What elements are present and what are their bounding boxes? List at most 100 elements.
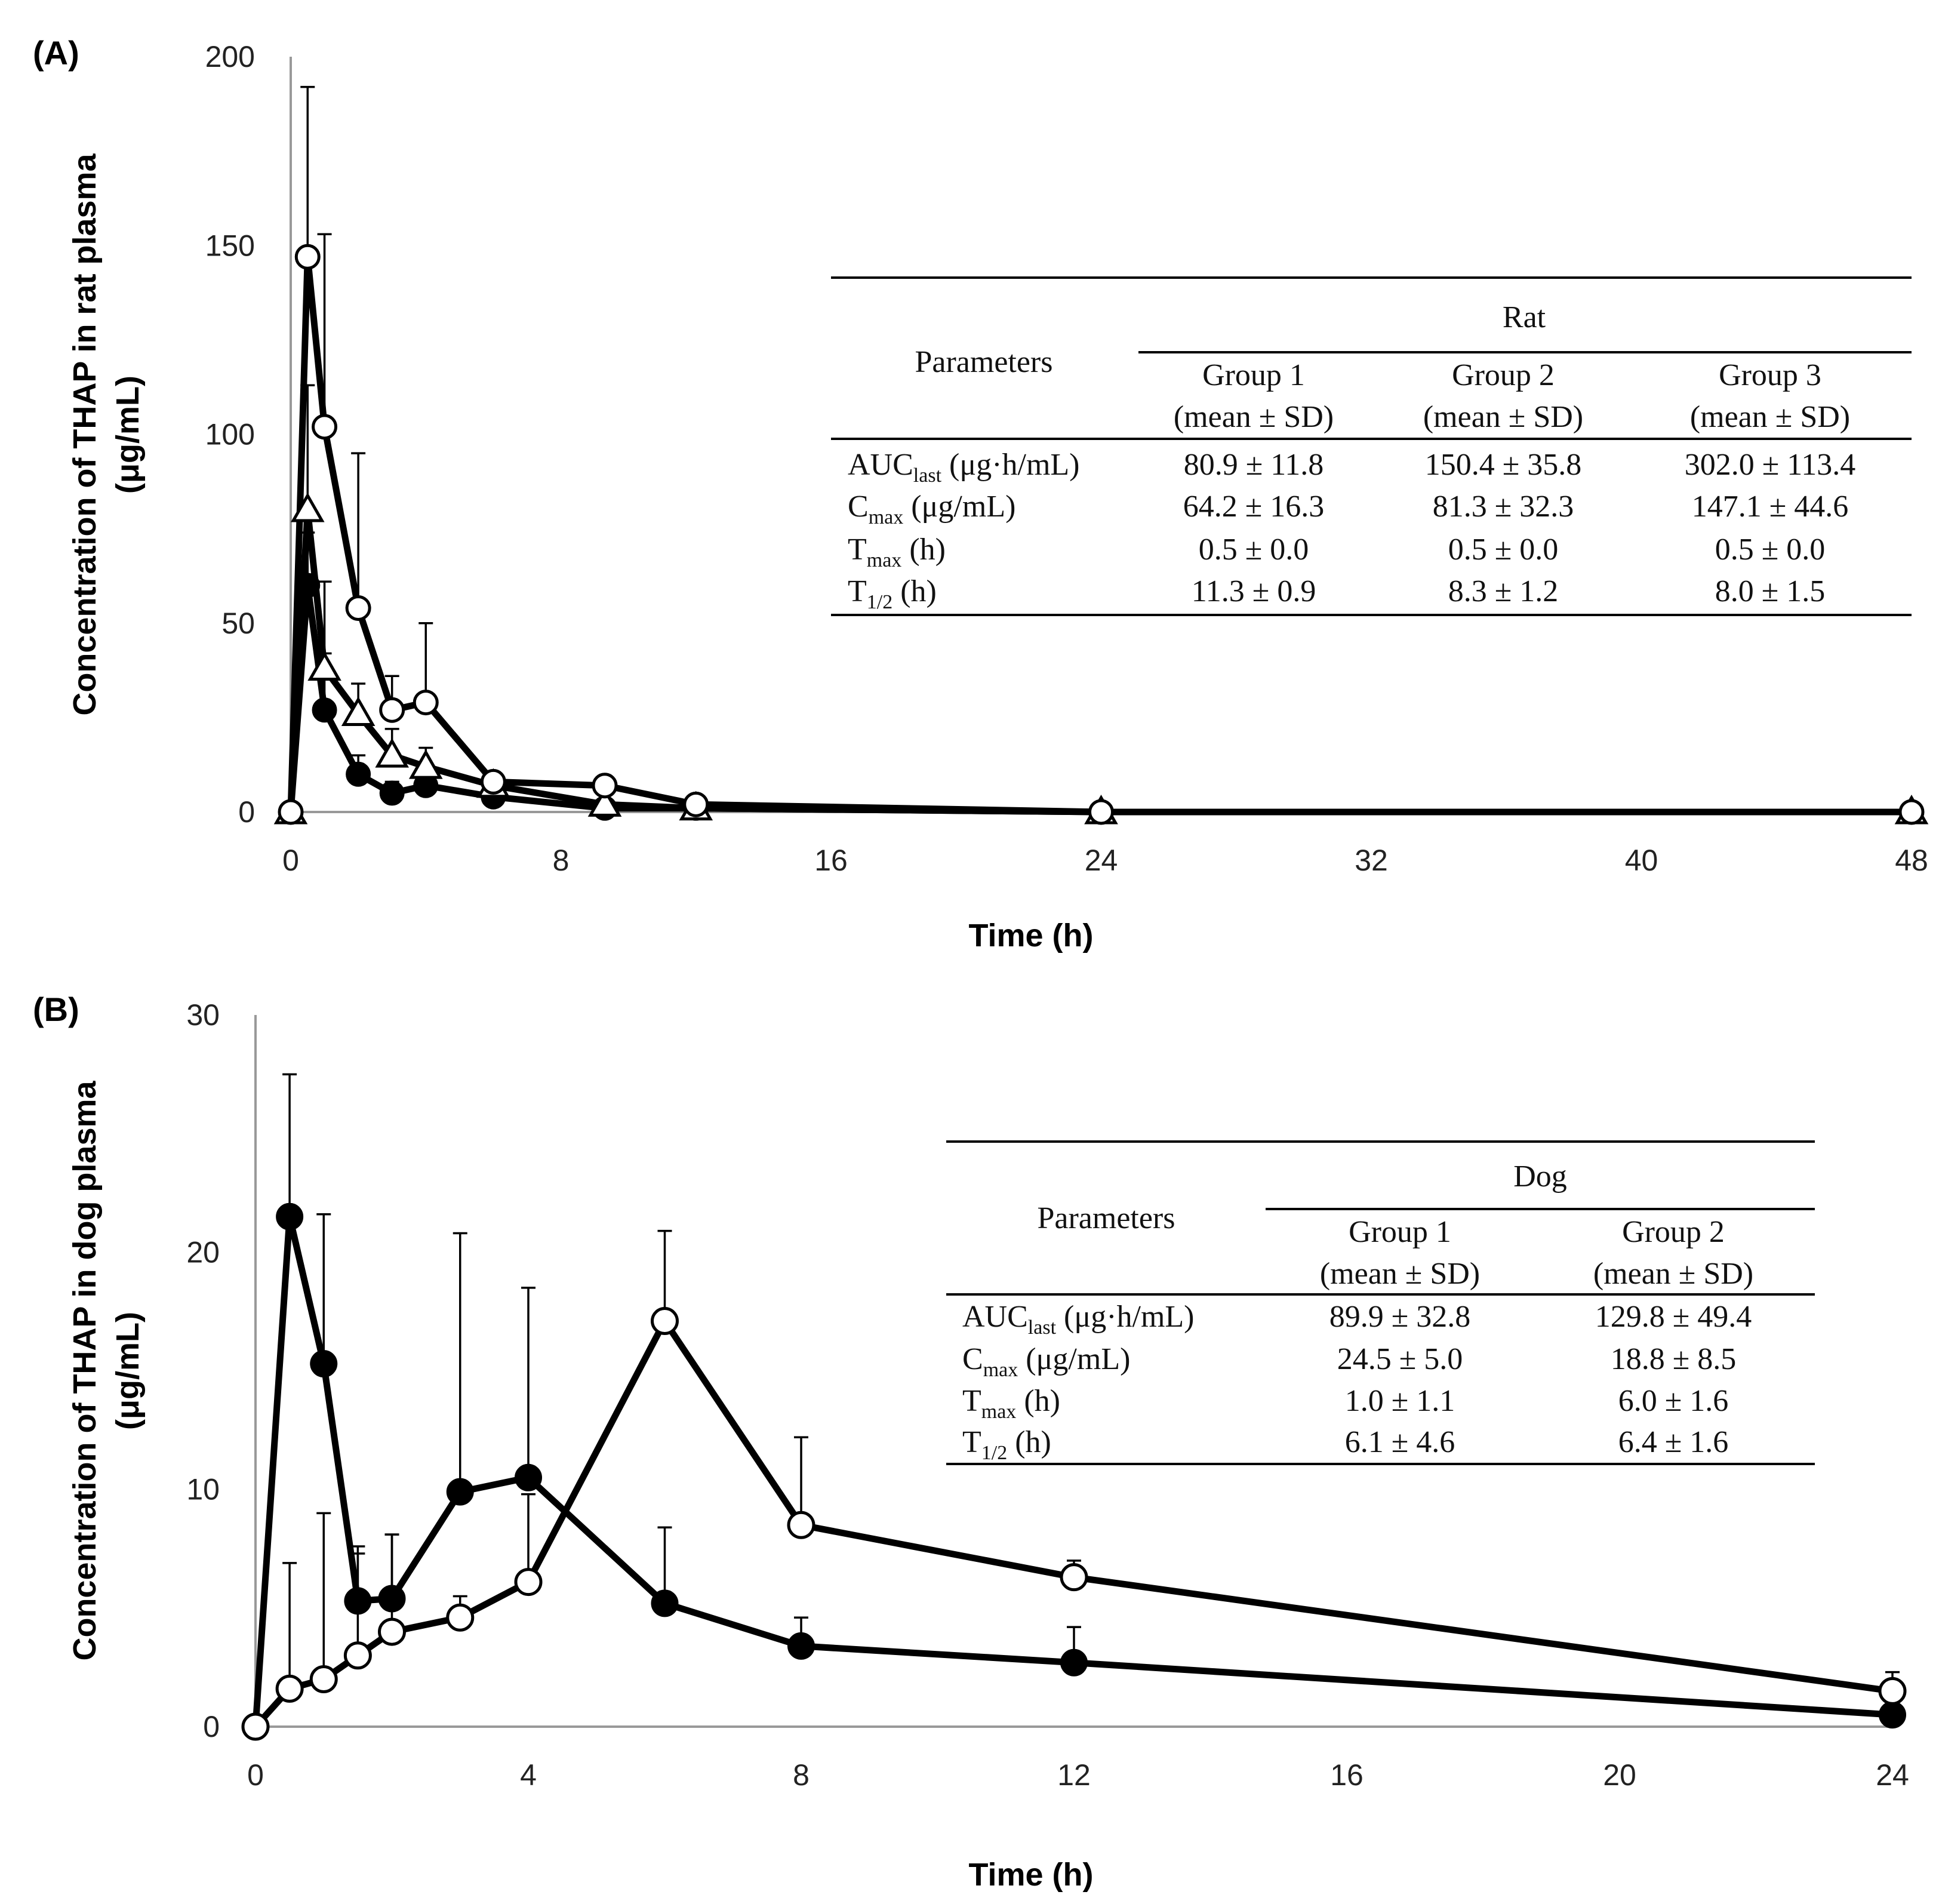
- data-point-open-circle: [343, 1641, 372, 1670]
- y-axis-title-b: Concentration of THAP in dog plasma: [67, 1081, 103, 1661]
- data-point-open-circle: [312, 414, 338, 440]
- table-cell: 6.4 ± 1.6: [1618, 1425, 1729, 1459]
- table-row-param: Tmax (h): [962, 1384, 1060, 1423]
- data-point-filled-circle: [787, 1632, 815, 1660]
- table-cell: 147.1 ± 44.6: [1692, 490, 1849, 524]
- x-ticks-b: 0 4 8 12 16 20 24: [247, 1758, 1909, 1792]
- data-point-open-circle: [1898, 799, 1925, 825]
- data-point-filled-circle: [378, 1585, 406, 1613]
- data-point-filled-circle: [651, 1589, 679, 1617]
- x-tick-label: 12: [1057, 1758, 1091, 1792]
- data-point-filled-circle: [1879, 1701, 1906, 1729]
- y-tick-label: 10: [186, 1473, 220, 1506]
- table-group-3: Group 3: [1719, 358, 1821, 392]
- table-group-1-stat: (mean ± SD): [1320, 1257, 1480, 1291]
- data-point-filled-circle: [310, 1350, 338, 1378]
- data-point-filled-circle: [312, 697, 337, 723]
- x-tick-label: 40: [1625, 844, 1658, 877]
- data-point-open-circle: [1060, 1563, 1088, 1592]
- table-cell: 129.8 ± 49.4: [1595, 1300, 1752, 1334]
- data-point-open-triangle: [587, 787, 622, 817]
- data-point-open-triangle: [408, 749, 443, 779]
- series-line-2: [287, 506, 1912, 816]
- table-cell: 11.3 ± 0.9: [1192, 574, 1316, 608]
- data-point-open-triangle: [375, 738, 409, 768]
- series-line-1: [287, 582, 1912, 816]
- data-point-filled-circle: [1060, 1648, 1088, 1677]
- x-tick-label: 16: [814, 844, 848, 877]
- y-tick-label: 100: [205, 418, 255, 451]
- data-point-open-circle: [241, 1712, 270, 1741]
- table-species: Rat: [1503, 300, 1546, 334]
- table-row-param: AUClast (μg·h/mL): [848, 448, 1080, 487]
- table-cell: 64.2 ± 16.3: [1183, 490, 1325, 524]
- axes-a: [290, 57, 1912, 813]
- table-cell: 8.3 ± 1.2: [1448, 574, 1559, 608]
- data-point-open-circle: [294, 244, 321, 270]
- data-point-open-circle: [787, 1511, 815, 1539]
- table-cell: 6.1 ± 4.6: [1345, 1425, 1455, 1459]
- table-cell: 6.0 ± 1.6: [1618, 1384, 1729, 1418]
- data-point-open-circle: [413, 690, 439, 716]
- table-cell: 18.8 ± 8.5: [1611, 1342, 1737, 1376]
- table-group-2: Group 2: [1622, 1215, 1725, 1249]
- table-cell: 0.5 ± 0.0: [1715, 533, 1826, 567]
- data-point-open-circle: [275, 1674, 304, 1703]
- table-cell: 8.0 ± 1.5: [1715, 574, 1826, 608]
- x-tick-label: 4: [520, 1758, 537, 1792]
- x-axis-title-b: Time (h): [968, 1857, 1093, 1893]
- table-row-param: AUClast (μg·h/mL): [962, 1300, 1195, 1339]
- data-point-open-circle: [480, 768, 506, 795]
- data-point-open-circle: [1088, 799, 1114, 825]
- data-point-open-circle: [345, 595, 371, 621]
- data-point-filled-circle: [276, 1202, 304, 1231]
- table-cell: 24.5 ± 5.0: [1337, 1342, 1463, 1376]
- data-point-filled-circle: [446, 1478, 474, 1506]
- x-ticks-a: 0 8 16 24 32 40 48: [282, 844, 1928, 877]
- x-tick-label: 24: [1085, 844, 1118, 877]
- axes-b: [254, 1015, 1892, 1728]
- table-row-param: T1/2 (h): [962, 1425, 1051, 1464]
- data-point-open-circle: [446, 1603, 475, 1632]
- y-ticks-b: 0 10 20 30: [186, 998, 220, 1743]
- y-tick-label: 30: [186, 998, 220, 1032]
- y-axis-unit-b: (μg/mL): [110, 1312, 146, 1430]
- table-cell: 302.0 ± 113.4: [1685, 448, 1856, 482]
- x-tick-label: 8: [793, 1758, 810, 1792]
- table-group-2-stat: (mean ± SD): [1593, 1257, 1753, 1291]
- table-group-3-stat: (mean ± SD): [1690, 400, 1850, 434]
- data-point-filled-circle: [379, 780, 405, 806]
- panel-label-a: (A): [33, 34, 79, 72]
- data-point-open-triangle: [290, 492, 325, 522]
- y-tick-label: 200: [205, 40, 255, 73]
- data-point-open-circle: [1878, 1677, 1907, 1705]
- y-tick-label: 0: [238, 795, 255, 829]
- data-point-open-circle: [651, 1307, 679, 1336]
- x-tick-label: 0: [247, 1758, 264, 1792]
- table-param-header: Parameters: [1037, 1201, 1175, 1235]
- y-axis-unit-a: (μg/mL): [110, 376, 146, 494]
- y-tick-label: 50: [221, 607, 255, 640]
- y-axis-title-a: Concentration of THAP in rat plasma: [67, 153, 103, 715]
- table-cell: 150.4 ± 35.8: [1425, 448, 1582, 482]
- pk-table-rat: Rat Parameters Group 1 (mean ± SD) Group…: [831, 276, 1912, 616]
- data-point-open-circle: [309, 1665, 338, 1694]
- x-tick-label: 32: [1355, 844, 1388, 877]
- x-tick-label: 16: [1330, 1758, 1364, 1792]
- panel-b: (B) 0 10 20 30 0 4 8 12 16 20 24 Concentration of…: [33, 991, 1909, 1893]
- table-row-param: Tmax (h): [848, 533, 946, 571]
- x-tick-label: 24: [1876, 1758, 1909, 1792]
- table-cell: 0.5 ± 0.0: [1199, 533, 1309, 567]
- table-group-2: Group 2: [1452, 358, 1555, 392]
- table-cell: 1.0 ± 1.1: [1345, 1384, 1455, 1418]
- table-cell: 80.9 ± 11.8: [1184, 448, 1324, 482]
- x-tick-label: 48: [1895, 844, 1928, 877]
- plot-area-b: [241, 1073, 1907, 1741]
- data-point-filled-circle: [295, 573, 321, 598]
- data-point-open-circle: [378, 1617, 406, 1646]
- data-point-open-circle: [514, 1568, 543, 1597]
- table-group-1: Group 1: [1349, 1215, 1451, 1249]
- pk-table-dog: Dog Parameters Group 1 (mean ± SD) Group…: [946, 1140, 1815, 1465]
- data-point-open-circle: [379, 697, 405, 723]
